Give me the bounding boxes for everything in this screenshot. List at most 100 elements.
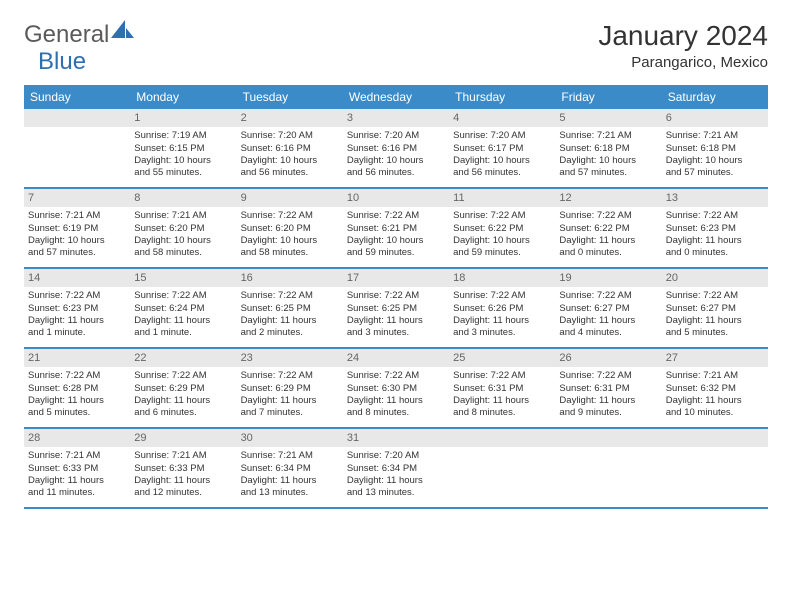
sunrise-text: Sunrise: 7:22 AM xyxy=(241,370,339,382)
day-cell xyxy=(555,429,661,507)
sunrise-text: Sunrise: 7:22 AM xyxy=(453,290,551,302)
day-cell: 25Sunrise: 7:22 AMSunset: 6:31 PMDayligh… xyxy=(449,349,555,427)
week-row: 14Sunrise: 7:22 AMSunset: 6:23 PMDayligh… xyxy=(24,269,768,349)
sunset-text: Sunset: 6:29 PM xyxy=(241,383,339,395)
weekday-header: Sunday xyxy=(24,85,130,109)
daylight-text: Daylight: 10 hours xyxy=(453,155,551,167)
daylight-text: Daylight: 11 hours xyxy=(666,235,764,247)
sunset-text: Sunset: 6:22 PM xyxy=(559,223,657,235)
sunrise-text: Sunrise: 7:21 AM xyxy=(134,210,232,222)
sunset-text: Sunset: 6:25 PM xyxy=(347,303,445,315)
sunrise-text: Sunrise: 7:22 AM xyxy=(559,370,657,382)
sunrise-text: Sunrise: 7:22 AM xyxy=(666,290,764,302)
daylight-text: and 5 minutes. xyxy=(666,327,764,339)
daylight-text: Daylight: 11 hours xyxy=(666,395,764,407)
sunset-text: Sunset: 6:30 PM xyxy=(347,383,445,395)
week-row: 28Sunrise: 7:21 AMSunset: 6:33 PMDayligh… xyxy=(24,429,768,509)
day-number: 15 xyxy=(130,269,236,287)
daylight-text: and 56 minutes. xyxy=(453,167,551,179)
daylight-text: Daylight: 10 hours xyxy=(453,235,551,247)
daylight-text: Daylight: 11 hours xyxy=(559,315,657,327)
logo: General xyxy=(24,20,137,49)
day-number: 9 xyxy=(237,189,343,207)
day-number: 14 xyxy=(24,269,130,287)
day-cell: 2Sunrise: 7:20 AMSunset: 6:16 PMDaylight… xyxy=(237,109,343,187)
sunrise-text: Sunrise: 7:20 AM xyxy=(241,130,339,142)
sunrise-text: Sunrise: 7:21 AM xyxy=(666,130,764,142)
day-number: 7 xyxy=(24,189,130,207)
day-number: 22 xyxy=(130,349,236,367)
daylight-text: Daylight: 11 hours xyxy=(134,475,232,487)
weekday-header-row: SundayMondayTuesdayWednesdayThursdayFrid… xyxy=(24,85,768,109)
daylight-text: and 57 minutes. xyxy=(28,247,126,259)
sunset-text: Sunset: 6:32 PM xyxy=(666,383,764,395)
daylight-text: and 0 minutes. xyxy=(666,247,764,259)
daylight-text: Daylight: 10 hours xyxy=(134,155,232,167)
weekday-header: Saturday xyxy=(662,85,768,109)
daylight-text: and 11 minutes. xyxy=(28,487,126,499)
daylight-text: and 13 minutes. xyxy=(241,487,339,499)
day-cell: 17Sunrise: 7:22 AMSunset: 6:25 PMDayligh… xyxy=(343,269,449,347)
day-number: 11 xyxy=(449,189,555,207)
daylight-text: Daylight: 11 hours xyxy=(134,315,232,327)
sunrise-text: Sunrise: 7:22 AM xyxy=(347,210,445,222)
weekday-header: Monday xyxy=(130,85,236,109)
daylight-text: and 3 minutes. xyxy=(347,327,445,339)
sunrise-text: Sunrise: 7:22 AM xyxy=(28,370,126,382)
daylight-text: and 59 minutes. xyxy=(347,247,445,259)
daylight-text: and 6 minutes. xyxy=(134,407,232,419)
daylight-text: Daylight: 11 hours xyxy=(453,315,551,327)
sunset-text: Sunset: 6:20 PM xyxy=(241,223,339,235)
day-cell: 6Sunrise: 7:21 AMSunset: 6:18 PMDaylight… xyxy=(662,109,768,187)
day-cell: 30Sunrise: 7:21 AMSunset: 6:34 PMDayligh… xyxy=(237,429,343,507)
daylight-text: and 56 minutes. xyxy=(347,167,445,179)
title-block: January 2024 Parangarico, Mexico xyxy=(598,20,768,71)
logo-sail-icon xyxy=(111,20,137,49)
sunset-text: Sunset: 6:23 PM xyxy=(666,223,764,235)
sunset-text: Sunset: 6:16 PM xyxy=(241,143,339,155)
daylight-text: and 8 minutes. xyxy=(453,407,551,419)
daylight-text: and 1 minute. xyxy=(134,327,232,339)
daylight-text: and 59 minutes. xyxy=(453,247,551,259)
daylight-text: and 1 minute. xyxy=(28,327,126,339)
day-cell: 16Sunrise: 7:22 AMSunset: 6:25 PMDayligh… xyxy=(237,269,343,347)
weekday-header: Thursday xyxy=(449,85,555,109)
day-number: 16 xyxy=(237,269,343,287)
day-number: 10 xyxy=(343,189,449,207)
day-number-empty xyxy=(555,429,661,447)
daylight-text: Daylight: 11 hours xyxy=(134,395,232,407)
day-number-empty xyxy=(662,429,768,447)
weekday-header: Friday xyxy=(555,85,661,109)
sunset-text: Sunset: 6:22 PM xyxy=(453,223,551,235)
day-number: 19 xyxy=(555,269,661,287)
location: Parangarico, Mexico xyxy=(598,54,768,71)
daylight-text: Daylight: 10 hours xyxy=(28,235,126,247)
daylight-text: and 4 minutes. xyxy=(559,327,657,339)
sunset-text: Sunset: 6:23 PM xyxy=(28,303,126,315)
day-number: 8 xyxy=(130,189,236,207)
sunset-text: Sunset: 6:18 PM xyxy=(666,143,764,155)
day-cell: 26Sunrise: 7:22 AMSunset: 6:31 PMDayligh… xyxy=(555,349,661,427)
day-cell: 23Sunrise: 7:22 AMSunset: 6:29 PMDayligh… xyxy=(237,349,343,427)
weekday-header: Wednesday xyxy=(343,85,449,109)
day-cell: 24Sunrise: 7:22 AMSunset: 6:30 PMDayligh… xyxy=(343,349,449,427)
day-number: 12 xyxy=(555,189,661,207)
day-cell: 7Sunrise: 7:21 AMSunset: 6:19 PMDaylight… xyxy=(24,189,130,267)
day-cell xyxy=(449,429,555,507)
sunrise-text: Sunrise: 7:21 AM xyxy=(559,130,657,142)
daylight-text: and 10 minutes. xyxy=(666,407,764,419)
sunrise-text: Sunrise: 7:22 AM xyxy=(453,210,551,222)
weekday-header: Tuesday xyxy=(237,85,343,109)
daylight-text: Daylight: 11 hours xyxy=(241,475,339,487)
sunrise-text: Sunrise: 7:21 AM xyxy=(241,450,339,462)
sunrise-text: Sunrise: 7:20 AM xyxy=(347,130,445,142)
sunset-text: Sunset: 6:15 PM xyxy=(134,143,232,155)
calendar-grid: SundayMondayTuesdayWednesdayThursdayFrid… xyxy=(24,85,768,509)
daylight-text: and 7 minutes. xyxy=(241,407,339,419)
day-cell: 29Sunrise: 7:21 AMSunset: 6:33 PMDayligh… xyxy=(130,429,236,507)
sunrise-text: Sunrise: 7:22 AM xyxy=(134,290,232,302)
sunrise-text: Sunrise: 7:22 AM xyxy=(28,290,126,302)
day-cell: 19Sunrise: 7:22 AMSunset: 6:27 PMDayligh… xyxy=(555,269,661,347)
day-cell: 22Sunrise: 7:22 AMSunset: 6:29 PMDayligh… xyxy=(130,349,236,427)
sunrise-text: Sunrise: 7:22 AM xyxy=(559,210,657,222)
